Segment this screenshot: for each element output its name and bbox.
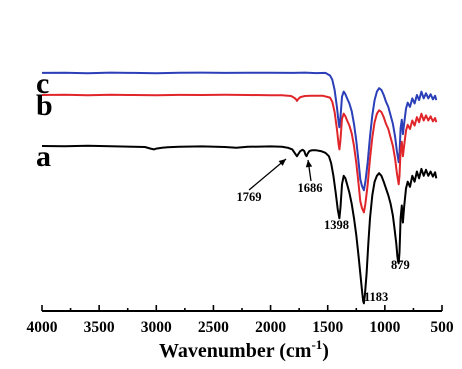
x-axis-label-tail: ) xyxy=(322,340,329,362)
x-tick-label: 1500 xyxy=(312,319,343,336)
series-line-b xyxy=(41,93,438,214)
peak-label-1183: 1183 xyxy=(364,290,388,304)
peak-arrowhead-1686 xyxy=(305,160,313,168)
x-tick-label: 3000 xyxy=(141,319,172,336)
series-line-a xyxy=(41,144,438,305)
peak-label-1686: 1686 xyxy=(298,181,323,195)
series-layer xyxy=(41,71,438,305)
x-axis-label-main: Wavenumber (cm xyxy=(159,340,312,362)
x-tick-layer: 4000 3500 3000 2500 2000 1500 1000 500 xyxy=(27,305,454,336)
series-label-c: c xyxy=(36,67,49,100)
series-line-c xyxy=(41,71,438,192)
series-label-layer: cba xyxy=(36,67,53,173)
peak-label-879: 879 xyxy=(391,258,410,272)
x-tick-label: 2000 xyxy=(255,319,286,336)
peak-label-1769: 1769 xyxy=(237,190,262,204)
x-tick-label: 3500 xyxy=(84,319,115,336)
x-axis-label-sup: -1 xyxy=(311,337,322,352)
x-tick-label: 1000 xyxy=(369,319,400,336)
x-tick-label: 4000 xyxy=(27,319,58,336)
x-axis-label: Wavenumber (cm-1) xyxy=(159,337,329,362)
series-label-a: a xyxy=(36,140,51,173)
peak-label-1398: 1398 xyxy=(324,218,349,232)
peak-arrowhead-1769 xyxy=(278,159,286,166)
peak-arrow-1769 xyxy=(248,158,287,191)
series-label-b: b xyxy=(36,89,53,122)
annotation-layer: 1769 1686 1398 1183 879 xyxy=(237,158,410,304)
x-tick-label: 500 xyxy=(430,319,454,336)
x-tick-label: 2500 xyxy=(198,319,229,336)
